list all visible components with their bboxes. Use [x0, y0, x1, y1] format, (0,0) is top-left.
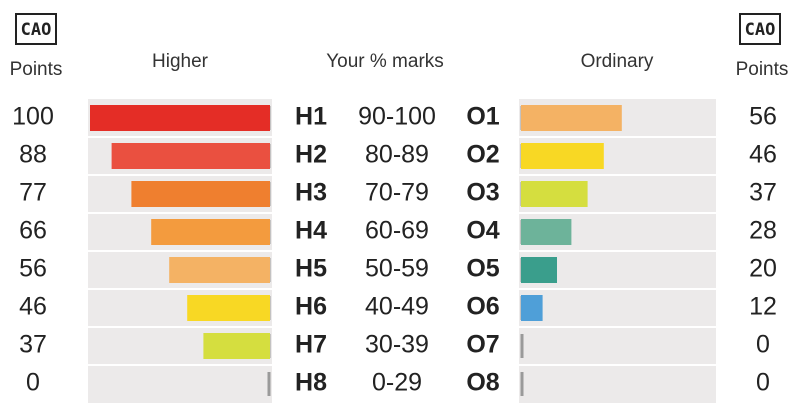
grade: H5 [295, 255, 327, 283]
points-value: 77 [19, 179, 47, 207]
points-value: 37 [749, 179, 777, 207]
logo-frame [15, 13, 57, 45]
bar [111, 143, 270, 169]
points-value: 20 [749, 255, 777, 283]
grade: O6 [466, 293, 499, 321]
bar [187, 295, 270, 321]
points-value: 100 [12, 103, 54, 131]
points-header: Points [736, 59, 789, 80]
bar [521, 105, 622, 131]
grade: O3 [466, 179, 499, 207]
bar [131, 181, 270, 207]
points-value: 0 [26, 369, 40, 397]
percent-range: 70-79 [365, 179, 429, 207]
percent-range: 30-39 [365, 331, 429, 359]
percent-range: 60-69 [365, 217, 429, 245]
higher-header: Higher [152, 51, 209, 72]
ordinary-header: Ordinary [581, 51, 654, 72]
bar [521, 143, 604, 169]
points-value: 0 [756, 369, 770, 397]
bar [521, 219, 572, 245]
points-value: 12 [749, 293, 777, 321]
points-value: 46 [749, 141, 777, 169]
grade: O7 [466, 331, 499, 359]
bar [169, 257, 270, 283]
points-value: 56 [19, 255, 47, 283]
grade: O1 [466, 103, 499, 131]
grade: H2 [295, 141, 327, 169]
bar [521, 181, 588, 207]
points-value: 66 [19, 217, 47, 245]
grade: O5 [466, 255, 499, 283]
grade: H4 [295, 217, 327, 245]
grade: H6 [295, 293, 327, 321]
logo-text: CAO [21, 20, 52, 40]
center-header: Your % marks [326, 51, 444, 72]
bar [90, 105, 270, 131]
points-value: 46 [19, 293, 47, 321]
percent-range: 0-29 [372, 369, 422, 397]
logo-left: CAO [15, 13, 57, 45]
grade: O8 [466, 369, 499, 397]
grade: O2 [466, 141, 499, 169]
percent-range: 80-89 [365, 141, 429, 169]
grade: H8 [295, 369, 327, 397]
points-value: 56 [749, 103, 777, 131]
points-value: 0 [756, 331, 770, 359]
percent-range: 50-59 [365, 255, 429, 283]
points-header: Points [10, 59, 63, 80]
logo-text: CAO [745, 20, 776, 40]
percent-range: 40-49 [365, 293, 429, 321]
points-value: 28 [749, 217, 777, 245]
grade: H7 [295, 331, 327, 359]
grade: H1 [295, 103, 327, 131]
percent-range: 90-100 [358, 103, 436, 131]
logo-right: CAO [739, 13, 781, 45]
bar [521, 295, 543, 321]
points-value: 37 [19, 331, 47, 359]
points-value: 88 [19, 141, 47, 169]
bar [521, 257, 557, 283]
bar [203, 333, 270, 359]
grade: H3 [295, 179, 327, 207]
logo-frame [739, 13, 781, 45]
bar [151, 219, 270, 245]
grade: O4 [466, 217, 499, 245]
